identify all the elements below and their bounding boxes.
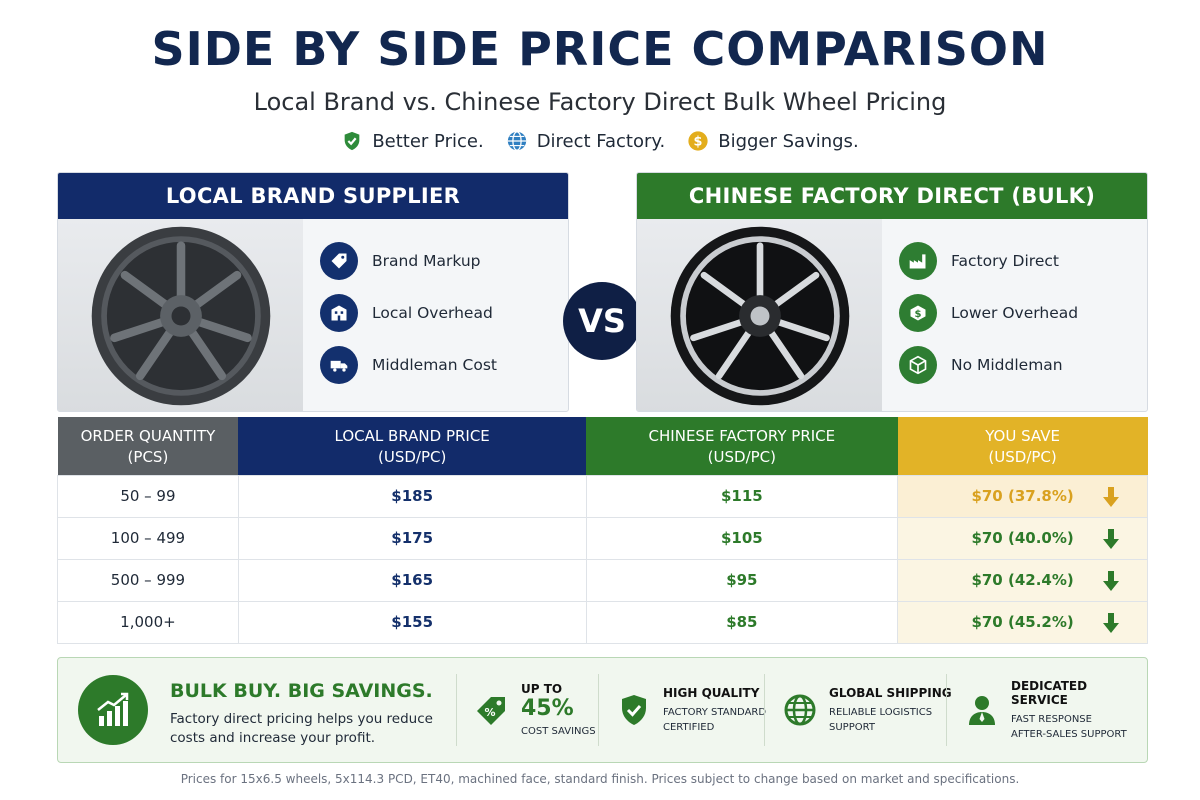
feature-lower-overhead: $ Lower Overhead — [899, 287, 1078, 339]
arrow-down-icon — [1103, 486, 1119, 507]
table-header-row: ORDER QUANTITY (PCS) LOCAL BRAND PRICE (US… — [57, 417, 1148, 475]
feature-label: Local Overhead — [372, 304, 493, 322]
building-icon — [331, 305, 347, 321]
factory-features: Factory Direct $ Lower Overhead No Middl… — [899, 235, 1078, 391]
page-title: SIDE BY SIDE PRICE COMPARISON — [151, 22, 1049, 76]
local-features: Brand Markup Local Overhead Middleman Co… — [320, 235, 497, 391]
qty-cell: 500 – 999 — [57, 558, 239, 602]
local-price-cell: $185 — [237, 474, 587, 518]
savings-cell: $70 (42.4%) — [897, 558, 1148, 602]
savings-cell: $70 (45.2%) — [897, 600, 1148, 644]
truck-icon — [330, 360, 348, 372]
stat-line2: COST SAVINGS — [521, 725, 596, 737]
tagline-label: Bigger Savings. — [718, 130, 859, 152]
tagline-better-price: Better Price. — [341, 130, 484, 152]
person-icon — [969, 696, 995, 725]
stat-line1: UP TO — [521, 681, 563, 696]
tagline-direct-factory: Direct Factory. — [506, 130, 666, 152]
tag-icon — [331, 253, 347, 269]
savings-cell: $70 (37.8%) — [897, 474, 1148, 518]
factory-price-cell: $85 — [585, 600, 899, 644]
stat-line1: DEDICATED SERVICE — [1011, 678, 1088, 707]
tagline-label: Direct Factory. — [536, 130, 666, 152]
stat-global-shipping: GLOBAL SHIPPING RELIABLE LOGISTICS SUPPOR… — [764, 674, 952, 746]
feature-factory-direct: Factory Direct — [899, 235, 1078, 287]
stat-big-value: 45% — [521, 695, 574, 721]
stat-high-quality: HIGH QUALITY FACTORY STANDARD CERTIFIED — [598, 674, 766, 746]
svg-text:$: $ — [915, 309, 922, 320]
shield-check-icon — [344, 131, 360, 151]
growth-chart-badge — [78, 675, 148, 745]
taglines: Better Price. Direct Factory. $ Bigger S… — [0, 130, 1200, 152]
banner-description: Factory direct pricing helps you reduce … — [170, 711, 433, 746]
feature-brand-markup: Brand Markup — [320, 235, 497, 287]
tagline-label: Better Price. — [372, 130, 484, 152]
arrow-down-icon — [1103, 570, 1119, 591]
factory-direct-panel: CHINESE FACTORY DIRECT (BULK) Factory Di… — [636, 172, 1148, 412]
globe-icon — [507, 131, 526, 151]
local-brand-heading: LOCAL BRAND SUPPLIER — [58, 173, 568, 219]
feature-label: Lower Overhead — [951, 304, 1079, 322]
local-wheel-image — [58, 219, 303, 411]
qty-cell: 100 – 499 — [57, 516, 239, 560]
table-row: 100 – 499 $175 $105 $70 (40.0%) — [57, 516, 1148, 560]
table-row: 500 – 999 $165 $95 $70 (42.4%) — [57, 558, 1148, 602]
qty-cell: 50 – 99 — [57, 474, 239, 518]
qty-cell: 1,000+ — [57, 600, 239, 644]
feature-middleman-cost: Middleman Cost — [320, 339, 497, 391]
dollar-icon: $ — [910, 305, 926, 321]
svg-text:$: $ — [694, 135, 703, 150]
stat-line2: RELIABLE LOGISTICS SUPPORT — [829, 706, 933, 733]
arrow-down-icon — [1103, 612, 1119, 633]
svg-text:%: % — [484, 706, 495, 719]
factory-icon — [909, 254, 926, 269]
header-you-save: YOU SAVE (USD/PC) — [897, 417, 1148, 475]
stat-line1: HIGH QUALITY — [663, 685, 760, 700]
feature-no-middleman: No Middleman — [899, 339, 1078, 391]
page-subtitle: Local Brand vs. Chinese Factory Direct B… — [253, 88, 947, 116]
feature-label: No Middleman — [951, 356, 1063, 374]
vs-badge: VS — [563, 282, 641, 360]
local-price-cell: $155 — [237, 600, 587, 644]
factory-price-cell: $105 — [585, 516, 899, 560]
local-brand-panel: LOCAL BRAND SUPPLIER Brand Markup Local … — [57, 172, 569, 412]
box-icon — [909, 355, 927, 375]
coin-icon: $ — [688, 131, 708, 151]
feature-label: Brand Markup — [372, 252, 481, 270]
local-price-cell: $175 — [237, 516, 587, 560]
stat-cost-savings: % UP TO 45% COST SAVINGS — [456, 674, 596, 746]
factory-wheel-image — [637, 219, 882, 411]
header-factory-price: CHINESE FACTORY PRICE (USD/PC) — [586, 417, 898, 475]
local-price-cell: $165 — [237, 558, 587, 602]
tagline-bigger-savings: $ Bigger Savings. — [687, 130, 859, 152]
header-order-quantity: ORDER QUANTITY (PCS) — [57, 417, 239, 475]
table-row: 50 – 99 $185 $115 $70 (37.8%) — [57, 474, 1148, 518]
feature-label: Middleman Cost — [372, 356, 498, 374]
bulk-savings-banner: BULK BUY. BIG SAVINGS. Factory direct pr… — [57, 657, 1148, 763]
stat-dedicated-service: DEDICATED SERVICE FAST RESPONSE AFTER-SAL… — [946, 674, 1147, 746]
factory-direct-heading: CHINESE FACTORY DIRECT (BULK) — [637, 173, 1147, 219]
savings-cell: $70 (40.0%) — [897, 516, 1148, 560]
price-tag-icon: % — [477, 697, 505, 725]
feature-local-overhead: Local Overhead — [320, 287, 497, 339]
header-local-price: LOCAL BRAND PRICE (USD/PC) — [238, 417, 586, 475]
feature-label: Factory Direct — [951, 252, 1059, 270]
stat-line1: GLOBAL SHIPPING — [829, 685, 952, 700]
price-table: ORDER QUANTITY (PCS) LOCAL BRAND PRICE (US… — [57, 417, 1148, 644]
arrow-down-icon — [1103, 528, 1119, 549]
stat-line2: FAST RESPONSE AFTER-SALES SUPPORT — [1011, 713, 1127, 740]
shield-check-icon — [622, 695, 646, 725]
table-row: 1,000+ $155 $85 $70 (45.2%) — [57, 600, 1148, 644]
growth-chart-icon — [97, 692, 129, 726]
stat-line2: FACTORY STANDARD CERTIFIED — [663, 706, 767, 733]
disclaimer-text: Prices for 15x6.5 wheels, 5x114.3 PCD, E… — [180, 772, 1020, 786]
factory-price-cell: $115 — [585, 474, 899, 518]
factory-price-cell: $95 — [585, 558, 899, 602]
globe-icon — [784, 694, 816, 726]
banner-title: BULK BUY. BIG SAVINGS. — [170, 680, 433, 702]
